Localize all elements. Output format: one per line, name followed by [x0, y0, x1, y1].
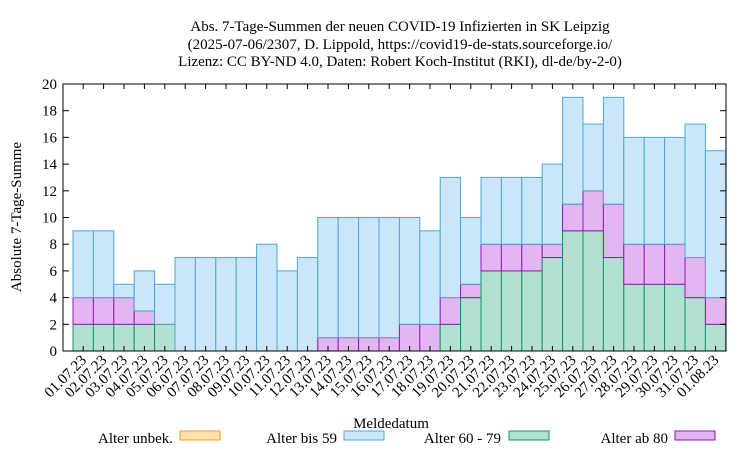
bar-alter-bis-59-06.07.23 [174, 257, 196, 352]
title-line-2: (2025-07-06/2307, D. Lippold, https://co… [188, 37, 613, 53]
bar-alter-60-79-28.07.23 [623, 283, 645, 352]
y-tick-label: 20 [42, 77, 57, 93]
bar-alter-ab-80-04.07.23 [133, 310, 156, 325]
bar-alter-ab-80-02.07.23 [92, 297, 115, 325]
bar-alter-60-79-25.07.23 [562, 230, 584, 352]
legend-swatch-4 [674, 430, 716, 441]
bar-alter-60-79-22.07.23 [500, 270, 523, 352]
bar-alter-bis-59-02.07.23 [92, 230, 115, 299]
bar-alter-bis-59-20.07.23 [460, 217, 482, 285]
bar-alter-ab-80-28.07.23 [623, 243, 645, 285]
bar-alter-bis-59-21.07.23 [480, 176, 502, 245]
y-tick-label: 2 [50, 317, 58, 333]
y-axis: 0 2 4 6 8 10 12 14 16 18 20 [42, 77, 726, 360]
legend-label-4: Alter ab 80 [601, 431, 668, 447]
plot-frame [62, 83, 727, 352]
bar-alter-bis-59-29.07.23 [643, 136, 666, 245]
bar-alter-bis-59-13.07.23 [317, 217, 339, 339]
x-axis-label: Meldedatum [353, 416, 429, 432]
bar-alter-60-79-21.07.23 [480, 270, 502, 352]
legend-swatch-1 [179, 430, 221, 441]
legend-swatch-2 [343, 430, 385, 441]
bar-alter-bis-59-12.07.23 [296, 257, 319, 352]
bar-alter-60-79-31.07.23 [684, 297, 706, 352]
legend-swatch-3 [508, 430, 550, 441]
y-tick-label: 16 [42, 130, 58, 146]
bar-alter-60-79-30.07.23 [664, 283, 686, 352]
bar-alter-ab-80-31.07.23 [684, 257, 706, 299]
y-tick-label: 12 [42, 184, 57, 200]
bar-alter-ab-80-21.07.23 [480, 243, 502, 272]
bar-alter-bis-59-19.07.23 [439, 176, 462, 299]
legend-label-1: Alter unbek. [98, 431, 173, 447]
bar-alter-bis-59-01.07.23 [72, 230, 94, 299]
bar-alter-bis-59-05.07.23 [154, 283, 176, 325]
y-tick-label: 18 [42, 104, 57, 120]
legend: Alter unbek. Alter bis 59 Alter 60 - 79 Alt… [98, 430, 716, 447]
bar-alter-bis-59-30.07.23 [664, 136, 686, 245]
bar-alter-bis-59-08.07.23 [215, 257, 237, 352]
bar-alter-bis-59-24.07.23 [541, 163, 564, 245]
bar-alter-bis-59-14.07.23 [337, 217, 360, 339]
y-axis-label: Absolute 7-Tage-Summe [9, 142, 25, 293]
bar-alter-ab-80-25.07.23 [562, 203, 584, 232]
bar-alter-ab-80-01.07.23 [72, 297, 94, 325]
bar-alter-ab-80-01.08.23 [704, 297, 727, 325]
bar-alter-bis-59-18.07.23 [419, 230, 441, 325]
bar-alter-bis-59-10.07.23 [256, 243, 278, 352]
bar-alter-ab-80-22.07.23 [500, 243, 523, 272]
bar-alter-bis-59-22.07.23 [500, 176, 523, 245]
bar-alter-bis-59-28.07.23 [623, 136, 645, 245]
y-tick-label: 8 [50, 237, 58, 253]
bar-alter-60-79-27.07.23 [602, 257, 625, 352]
bar-alter-bis-59-17.07.23 [398, 217, 421, 325]
bar-alter-bis-59-25.07.23 [562, 96, 584, 205]
bar-alter-bis-59-26.07.23 [582, 123, 604, 192]
y-tick-label: 10 [42, 211, 57, 227]
bar-alter-bis-59-27.07.23 [602, 96, 625, 205]
bar-alter-ab-80-20.07.23 [460, 283, 482, 299]
bar-alter-bis-59-03.07.23 [113, 283, 135, 299]
y-tick-label: 4 [50, 291, 58, 307]
bar-alter-bis-59-31.07.23 [684, 123, 706, 259]
bar-alter-bis-59-15.07.23 [358, 217, 380, 339]
bar-alter-ab-80-30.07.23 [664, 243, 686, 285]
bar-alter-ab-80-27.07.23 [602, 203, 625, 259]
title-line-3: Lizenz: CC BY-ND 4.0, Daten: Robert Koch… [178, 54, 622, 70]
bar-alter-ab-80-23.07.23 [521, 243, 543, 272]
bar-alter-bis-59-11.07.23 [276, 270, 298, 352]
bar-alter-ab-80-24.07.23 [541, 243, 564, 259]
chart-title: Abs. 7-Tage-Summen der neuen COVID-19 In… [178, 19, 622, 70]
bar-alter-bis-59-07.07.23 [194, 257, 217, 352]
bar-alter-ab-80-03.07.23 [113, 297, 135, 325]
legend-label-2: Alter bis 59 [266, 431, 337, 447]
y-tick-label: 0 [50, 344, 58, 360]
bar-alter-ab-80-26.07.23 [582, 190, 604, 232]
bar-alter-bis-59-16.07.23 [378, 217, 400, 339]
bar-alter-60-79-24.07.23 [541, 257, 564, 352]
y-tick-label: 6 [50, 264, 58, 280]
bar-alter-60-79-23.07.23 [521, 270, 543, 352]
bar-alter-ab-80-29.07.23 [643, 243, 666, 285]
bar-alter-bis-59-09.07.23 [235, 257, 258, 352]
bar-alter-bis-59-23.07.23 [521, 176, 543, 245]
bar-alter-60-79-20.07.23 [460, 297, 482, 352]
bar-alter-bis-59-04.07.23 [133, 270, 156, 312]
bar-alter-60-79-29.07.23 [643, 283, 666, 352]
legend-label-3: Alter 60 - 79 [424, 431, 501, 447]
bar-alter-ab-80-19.07.23 [439, 297, 462, 325]
title-line-1: Abs. 7-Tage-Summen der neuen COVID-19 In… [190, 19, 610, 35]
bar-alter-bis-59-01.08.23 [704, 150, 727, 299]
bars-layer [72, 96, 727, 352]
bar-alter-60-79-26.07.23 [582, 230, 604, 352]
y-tick-label: 14 [42, 157, 58, 173]
